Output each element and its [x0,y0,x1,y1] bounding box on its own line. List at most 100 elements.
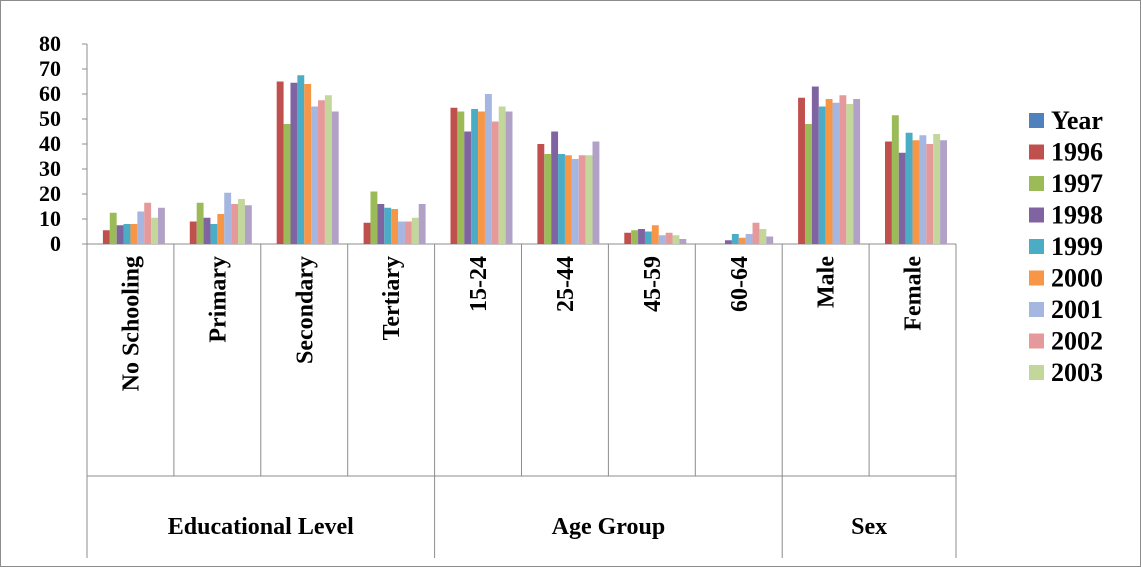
bar [332,112,339,245]
y-tick-label: 20 [39,181,61,206]
bar [766,237,773,245]
bar [679,239,686,244]
bar [565,155,572,244]
bar [853,99,860,244]
group-labels: Educational Level Age Group Sex [168,514,887,540]
bar [819,107,826,245]
bar [124,224,131,244]
bar [666,233,673,244]
bar [478,112,485,245]
bar [304,84,311,244]
bar [885,142,892,245]
bar [846,104,853,244]
bar [238,199,245,244]
category-labels: No Schooling Primary Secondary Tertiary 15-2… [118,256,926,392]
bar [297,75,304,244]
bar [506,112,513,245]
bar [103,230,110,244]
bar [659,235,666,244]
legend-label: 1997 [1051,169,1103,198]
bar [190,222,197,245]
bar [284,124,291,244]
bar [579,155,586,244]
bar [318,100,325,244]
legend-swatch [1029,176,1044,191]
bar [130,224,137,244]
bar [638,229,645,244]
y-tick-label: 70 [39,56,61,81]
bar [631,230,638,244]
bar [450,108,457,244]
bar [311,107,318,245]
bar [117,225,124,244]
bar [405,222,412,245]
bars [103,75,947,244]
category-label: Tertiary [379,256,405,340]
legend-swatch [1029,302,1044,317]
legend-swatch [1029,239,1044,254]
group-label: Age Group [552,514,666,540]
bar [926,144,933,244]
bar [151,218,158,244]
bar [210,224,217,244]
bar [725,240,732,244]
bar [805,124,812,244]
bar [746,234,753,244]
bar [624,233,631,244]
category-label: No Schooling [118,256,144,391]
bar [370,192,377,245]
bar [204,218,211,244]
bar [412,218,419,244]
bar [110,213,117,244]
bar [739,238,746,244]
bar [652,225,659,244]
bar [224,193,231,244]
y-tick-label: 0 [50,231,61,256]
group-label: Sex [851,514,887,540]
legend-swatch [1029,113,1044,128]
bar [364,223,371,244]
bar [586,155,593,244]
category-label: 45-59 [640,256,666,312]
category-label: Male [814,256,840,308]
bar [753,223,760,244]
bar [537,144,544,244]
bar [492,122,499,245]
category-label: 25-44 [553,256,579,312]
bar [899,153,906,244]
bar [826,99,833,244]
bar [933,134,940,244]
legend-label: 2000 [1051,264,1103,293]
bar [572,159,579,244]
y-tick-label: 60 [39,81,61,106]
category-label: Female [901,256,927,331]
bar [940,140,947,244]
group-label: Educational Level [168,514,354,540]
bar [471,109,478,244]
bar [457,112,464,245]
y-tick-label: 30 [39,156,61,181]
legend-label: 2003 [1051,358,1103,387]
bar [144,203,151,244]
bar [673,235,680,244]
bar [892,115,899,244]
bar [593,142,600,245]
bar [485,94,492,244]
legend-swatch [1029,365,1044,380]
legend-swatch [1029,145,1044,160]
bar [384,208,391,244]
bar [544,154,551,244]
category-label: 60-64 [727,256,753,312]
bar [158,208,165,244]
bar [833,103,840,244]
bar [398,222,405,245]
bar [419,204,426,244]
category-label: 15-24 [466,256,492,312]
bar [906,133,913,244]
category-label: Secondary [292,256,318,364]
legend-label: 2002 [1051,327,1103,356]
y-tick-label: 80 [39,31,61,56]
bar [217,214,224,244]
